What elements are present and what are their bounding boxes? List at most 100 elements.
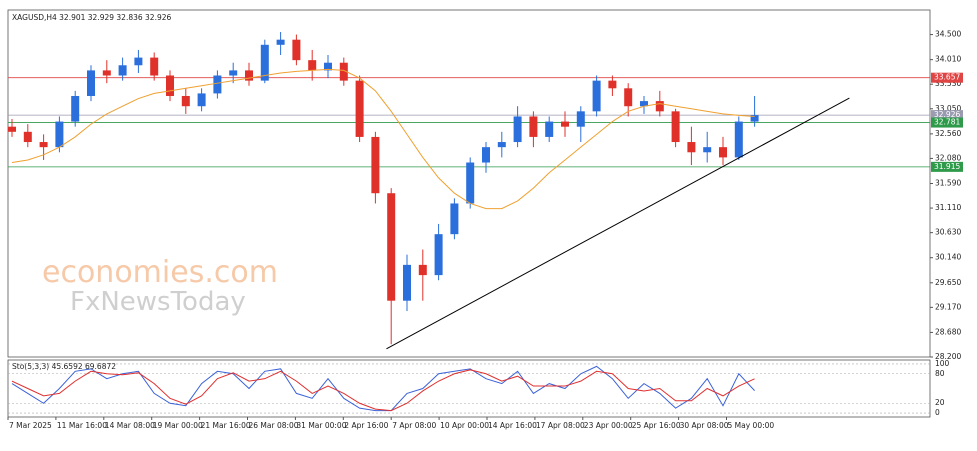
candle-body xyxy=(245,70,253,81)
candle-body xyxy=(482,147,490,163)
candle-body xyxy=(150,57,159,76)
x-tick-label: 2 Apr 16:00 xyxy=(344,421,388,430)
candle-body xyxy=(229,70,238,76)
indicator-title: Sto(5,3,3) 45.6592 69.6872 xyxy=(12,362,116,371)
level-label: 32.781 xyxy=(934,118,960,127)
candle-body xyxy=(434,234,443,276)
candle-body xyxy=(561,121,569,127)
y-tick-label: 32.080 xyxy=(935,153,961,162)
x-tick-label: 31 Mar 00:00 xyxy=(296,421,346,430)
candle-body xyxy=(355,80,364,137)
y-tick-label: 32.560 xyxy=(935,129,961,138)
x-tick-label: 21 Mar 16:00 xyxy=(201,421,251,430)
x-tick-label: 26 Mar 08:00 xyxy=(249,421,299,430)
y-tick-label: 33.050 xyxy=(935,104,961,113)
candle-body xyxy=(466,162,475,204)
candle-body xyxy=(55,121,64,148)
candle-body xyxy=(592,80,601,112)
candle-body xyxy=(102,70,111,76)
candle-body xyxy=(640,101,648,107)
level-label: 31.915 xyxy=(934,162,960,171)
y-tick-label: 31.110 xyxy=(935,203,961,212)
y-tick-label: 30.630 xyxy=(935,228,961,237)
chart-title: XAGUSD,H4 32.901 32.929 32.836 32.926 xyxy=(12,13,172,22)
candle-body xyxy=(545,121,554,137)
x-tick-label: 17 Apr 08:00 xyxy=(536,421,585,430)
candle-body xyxy=(418,264,427,276)
candle-body xyxy=(71,95,80,122)
candle-body xyxy=(181,95,190,107)
candle-body xyxy=(213,75,222,94)
candle-body xyxy=(292,39,301,61)
candle-body xyxy=(23,131,32,143)
candle-body xyxy=(324,62,332,71)
x-tick-label: 7 Apr 08:00 xyxy=(392,421,436,430)
y-tick-label: 30.140 xyxy=(935,253,961,262)
candle-body xyxy=(403,264,411,301)
candle-body xyxy=(339,62,348,81)
x-tick-label: 19 Mar 00:00 xyxy=(153,421,203,430)
x-tick-label: 5 May 00:00 xyxy=(728,421,775,430)
x-tick-label: 11 Mar 16:00 xyxy=(57,421,107,430)
level-label-box xyxy=(931,72,963,83)
x-tick-label: 25 Apr 16:00 xyxy=(632,421,681,430)
level-label: 32.926 xyxy=(934,110,960,119)
level-label-box xyxy=(931,110,963,121)
candle-body xyxy=(450,203,459,235)
x-tick-label: 7 Mar 2025 xyxy=(9,421,52,430)
y-tick-label: 31.590 xyxy=(935,179,961,188)
y-tick-label: 28.200 xyxy=(935,352,961,361)
level-label-box xyxy=(931,161,963,172)
candle-body xyxy=(260,44,269,81)
y-tick-label: 20 xyxy=(935,398,945,407)
level-label: 33.657 xyxy=(934,73,960,82)
x-tick-label: 30 Apr 08:00 xyxy=(680,421,729,430)
moving-average xyxy=(11,68,755,210)
x-tick-label: 10 Apr 00:00 xyxy=(440,421,489,430)
y-tick-label: 29.650 xyxy=(935,278,961,287)
x-tick-label: 14 Apr 16:00 xyxy=(488,421,537,430)
candle-body xyxy=(276,39,285,45)
trend-line xyxy=(386,97,850,350)
candle-body xyxy=(513,116,522,143)
stochastic-pane xyxy=(7,359,931,418)
watermark: economies.com xyxy=(42,255,278,290)
candle-body xyxy=(703,147,712,153)
y-tick-label: 0 xyxy=(935,408,940,417)
level-label-box xyxy=(931,117,963,128)
watermark: FxNewsToday xyxy=(70,287,246,317)
candle-body xyxy=(750,115,759,122)
stochastic-line xyxy=(11,369,755,412)
candle-body xyxy=(734,121,743,158)
candle-body xyxy=(166,75,174,96)
candle-body xyxy=(655,101,664,112)
y-tick-label: 34.500 xyxy=(935,30,961,39)
candle-body xyxy=(371,136,380,194)
candle-body xyxy=(87,70,95,96)
candle-body xyxy=(387,193,396,301)
x-tick-label: 14 Mar 08:00 xyxy=(105,421,155,430)
candle-body xyxy=(719,147,727,158)
candle-body xyxy=(529,116,538,137)
candle-body xyxy=(197,93,206,107)
candle-body xyxy=(497,142,506,148)
candle-body xyxy=(608,80,617,89)
x-tick-label: 23 Apr 00:00 xyxy=(584,421,633,430)
candle-body xyxy=(308,60,317,71)
stochastic-line xyxy=(11,365,755,412)
candle-body xyxy=(576,111,585,127)
candle-body xyxy=(39,142,48,148)
y-tick-label: 34.010 xyxy=(935,55,961,64)
y-tick-label: 80 xyxy=(935,369,945,378)
y-tick-label: 28.680 xyxy=(935,327,961,336)
candle-body xyxy=(118,65,127,76)
candle-body xyxy=(8,126,16,132)
y-tick-label: 29.170 xyxy=(935,302,961,311)
y-tick-label: 33.530 xyxy=(935,79,961,88)
candle-body xyxy=(624,88,633,107)
candle-body xyxy=(671,111,680,143)
candle-body xyxy=(134,57,143,66)
candle-body xyxy=(687,142,696,153)
